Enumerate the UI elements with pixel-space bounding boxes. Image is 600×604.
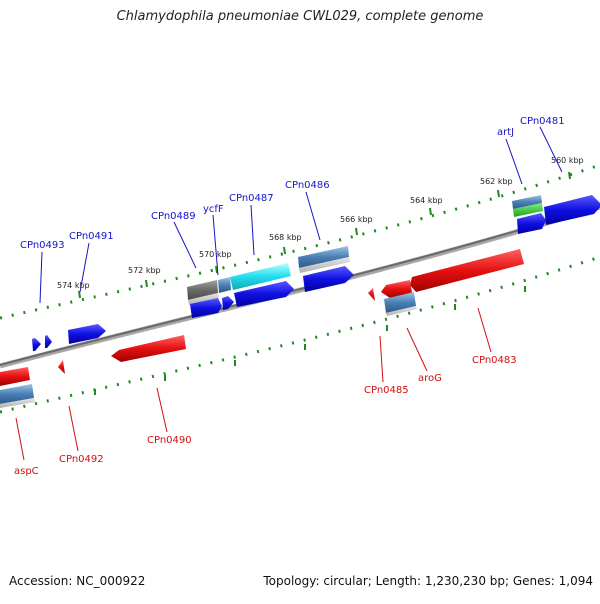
forward-features [187,195,543,305]
gene-label-CPn0487: CPn0487 [229,193,274,204]
gene-arrow-CPn0487 [234,281,294,307]
feature-steel-rev2 [0,384,34,404]
gene-arrow-aroG [381,280,412,298]
gene-arrow-aspC [0,367,30,386]
gene-label-CPn0485: CPn0485 [364,385,409,396]
feature-steel-3 [512,195,542,209]
feature-steel-rev [384,292,416,313]
gene-label-CPn0486: CPn0486 [285,180,330,191]
reverse-tick-track [0,255,600,414]
gene-arrow-CPn0486 [303,266,354,292]
forward-leaders [39,126,563,304]
gene-arrow-CPn0491 [68,324,106,344]
genome-summary-text: Topology: circular; Length: 1,230,230 bp… [263,574,593,588]
reverse-leaders [15,307,492,461]
kbp-label-560: 560 kbp [551,156,584,165]
reverse-genes [0,249,524,408]
gene-label-aroG: aroG [418,373,442,384]
gene-label-artJ: artJ [497,127,514,138]
gene-arrow-CPn0490 [111,335,186,362]
gene-label-CPn0483: CPn0483 [472,355,517,366]
reverse-gene-labels: CPn0483 aroG CPn0485 CPn0490 CPn0492 asp… [14,355,517,477]
gene-arrow-CPn0485 [368,288,375,301]
kbp-label-562: 562 kbp [480,177,513,186]
gene-label-CPn0489: CPn0489 [151,211,196,222]
gene-label-CPn0493: CPn0493 [20,240,65,251]
gene-label-aspC: aspC [14,466,39,477]
map-title: Chlamydophila pneumoniae CWL029, complet… [116,9,484,24]
forward-gene-labels: CPn0481 artJ CPn0486 CPn0487 ycfF CPn048… [20,116,565,251]
gene-arrow-CPn0492 [58,360,65,374]
genome-backbone-core [0,205,600,366]
gene-label-ycfF: ycfF [203,204,224,215]
gene-arrow-ycfF [222,296,234,310]
kbp-label-566: 566 kbp [340,215,373,224]
kbp-label-574: 574 kbp [57,281,90,290]
gene-label-CPn0492: CPn0492 [59,454,104,465]
forward-genes [32,195,600,351]
feature-gray [187,280,218,300]
gene-arrow-CPn0481b [544,195,600,225]
gene-arrow-CPn0493 [45,335,52,348]
feature-cyan [230,263,291,290]
gene-label-CPn0490: CPn0490 [147,435,192,446]
gene-arrow-CPn0493b [32,338,41,351]
kbp-label-570: 570 kbp [199,250,232,259]
kbp-label-572: 572 kbp [128,266,161,275]
gene-label-CPn0481: CPn0481 [520,116,565,127]
gene-arrow-CPn0483 [410,249,524,292]
forward-tick-track [0,163,600,320]
accession-text: Accession: NC_000922 [9,574,146,588]
gene-label-CPn0491: CPn0491 [69,231,114,242]
kbp-labels: 560 kbp 562 kbp 564 kbp 566 kbp 568 kbp … [57,156,584,290]
kbp-label-564: 564 kbp [410,196,443,205]
kbp-label-568: 568 kbp [269,233,302,242]
gene-arrow-CPn0481 [517,213,546,234]
feature-steel-2 [298,246,349,268]
feature-steel [218,277,231,293]
gene-arrow-CPn0489 [190,298,222,318]
feature-green [513,203,543,217]
